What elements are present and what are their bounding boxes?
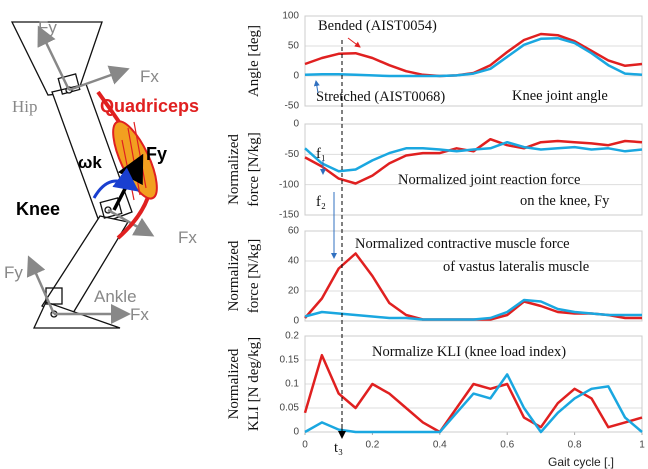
diagram-label: Fx — [140, 67, 159, 86]
y-tick-label: 100 — [282, 11, 299, 22]
y-tick-label: -100 — [279, 179, 299, 190]
y-tick-label: 0 — [293, 316, 299, 327]
annotation: t₃ — [334, 440, 343, 456]
y-axis-label: KLI [N deg/kg] — [246, 337, 262, 431]
diagram-label: Fy — [4, 263, 23, 282]
annotation: Normalized joint reaction force — [398, 172, 580, 188]
diagram-arrows — [26, 25, 158, 324]
series-line — [304, 140, 643, 173]
y-tick-label: 0 — [293, 119, 299, 130]
y-axis-label: Normalized — [226, 240, 242, 311]
annotation: f₁ — [316, 146, 326, 162]
diagram-label: Knee — [16, 199, 60, 219]
diagram-label: Quadriceps — [100, 96, 199, 116]
plot-frame — [304, 15, 643, 107]
series-line — [304, 298, 642, 321]
plot-frame — [304, 123, 643, 216]
annotation: Normalize KLI (knee load index) — [372, 344, 566, 360]
diagram-label: Fy — [146, 144, 167, 164]
diagram-label: Fy — [38, 18, 57, 37]
plot-frame — [304, 230, 643, 322]
plot-frame — [304, 335, 643, 433]
y-tick-label: 0.15 — [280, 355, 300, 366]
y-tick-label: 0.1 — [285, 379, 299, 390]
diagram-label: Fx — [178, 228, 197, 247]
diagram-label: ωk — [78, 153, 102, 172]
x-tick-label: 0.6 — [500, 440, 514, 451]
y-tick-label: 50 — [288, 41, 300, 52]
y-axis-label: Normalized — [226, 134, 242, 205]
annotation: Normalized contractive muscle force — [355, 236, 570, 252]
x-tick-label: 0 — [302, 440, 308, 451]
x-axis-label: Gait cycle [.] — [548, 455, 614, 469]
diagram-label: Fx — [130, 305, 149, 324]
y-tick-label: 0.2 — [285, 331, 299, 342]
x-tick-label: 0.8 — [568, 440, 582, 451]
x-tick-label: 1 — [639, 440, 645, 451]
series-label: Stretched (AIST0068) — [316, 89, 445, 105]
pointer — [313, 80, 320, 94]
x-tick-label: 0.2 — [365, 440, 379, 451]
annotation: Knee joint angle — [512, 88, 608, 104]
series-line — [304, 373, 643, 434]
x-tick-label: 0.4 — [433, 440, 447, 451]
series-line — [304, 36, 643, 78]
annotation: f₂ — [316, 194, 326, 210]
y-axis-label: force [N/kg] — [246, 132, 262, 207]
knee-joint — [99, 197, 123, 219]
annotation: on the knee, Fy — [520, 193, 610, 209]
diagram — [10, 21, 133, 329]
annotation: of vastus lateralis muscle — [443, 259, 589, 275]
y-tick-label: 40 — [288, 256, 300, 267]
series-line — [304, 137, 643, 185]
y-tick-label: 60 — [288, 226, 300, 237]
series-line — [304, 32, 643, 78]
y-tick-label: 0 — [293, 427, 299, 438]
y-axis-label: Angle [deg] — [246, 25, 262, 97]
y-tick-label: 20 — [288, 286, 300, 297]
y-axis-label: force [N/kg] — [246, 239, 262, 314]
series-line — [303, 353, 643, 434]
diagram-label: Hip — [12, 97, 38, 116]
y-tick-label: -50 — [285, 149, 300, 160]
y-axis-label: Normalized — [226, 348, 242, 419]
y-tick-label: 0.05 — [280, 403, 300, 414]
series-label: Bended (AIST0054) — [318, 18, 437, 34]
pointer — [347, 37, 361, 48]
y-tick-label: -50 — [285, 101, 300, 112]
diagram-label: Ankle — [94, 287, 137, 306]
y-tick-label: -150 — [279, 210, 299, 221]
y-tick-label: 0 — [293, 71, 299, 82]
